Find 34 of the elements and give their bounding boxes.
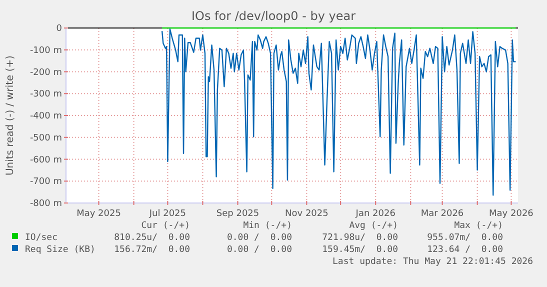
x-tick-label: Jul 2025 [148,209,186,219]
text: 123.64 / 0.00 [427,245,503,255]
x-tick-label: May 2025 [76,209,121,219]
x-tick-label: May 2026 [489,209,534,219]
line-series [161,28,516,196]
text: Cur (-/+) [141,221,190,231]
y-tick-label: -800 m [30,199,62,209]
y-tick-label: -200 m [30,68,62,78]
text: Min (-/+) [243,221,292,231]
text: 810.25u/ 0.00 [114,233,190,243]
y-tick-label: -600 m [30,155,62,166]
text: 156.72m/ 0.00 [114,245,190,255]
text: Last update: Thu May 21 22:01:45 2026 [332,257,533,267]
text: Max (-/+) [454,221,503,231]
legend-label: Req Size (KB) [25,245,96,255]
y-tick-label: -500 m [30,133,62,144]
text: 159.45m/ 0.00 [322,245,398,255]
y-tick-label: -100 m [30,46,62,56]
text: 0.00 / 0.00 [226,233,292,243]
y-tick-label: -300 m [30,90,62,100]
text: 721.98u/ 0.00 [322,233,398,243]
chart-title: IOs for /dev/loop0 - by year [191,9,356,23]
text: Avg (-/+) [349,221,398,231]
legend-label: IO/sec [25,233,58,243]
x-tick-label: Nov 2025 [285,209,328,219]
x-tick-label: Sep 2025 [216,209,260,219]
text: 0.00 / 0.00 [226,245,292,255]
text: 955.07m/ 0.00 [427,233,503,243]
x-tick-label: Mar 2026 [420,209,464,219]
y-tick-label: -400 m [30,112,62,122]
y-tick-label: 0 [56,24,62,34]
x-tick-label: Jan 2026 [354,209,396,219]
y-tick-label: -700 m [30,177,62,188]
y-axis-title: Units read (-) / write (+) [5,55,16,176]
